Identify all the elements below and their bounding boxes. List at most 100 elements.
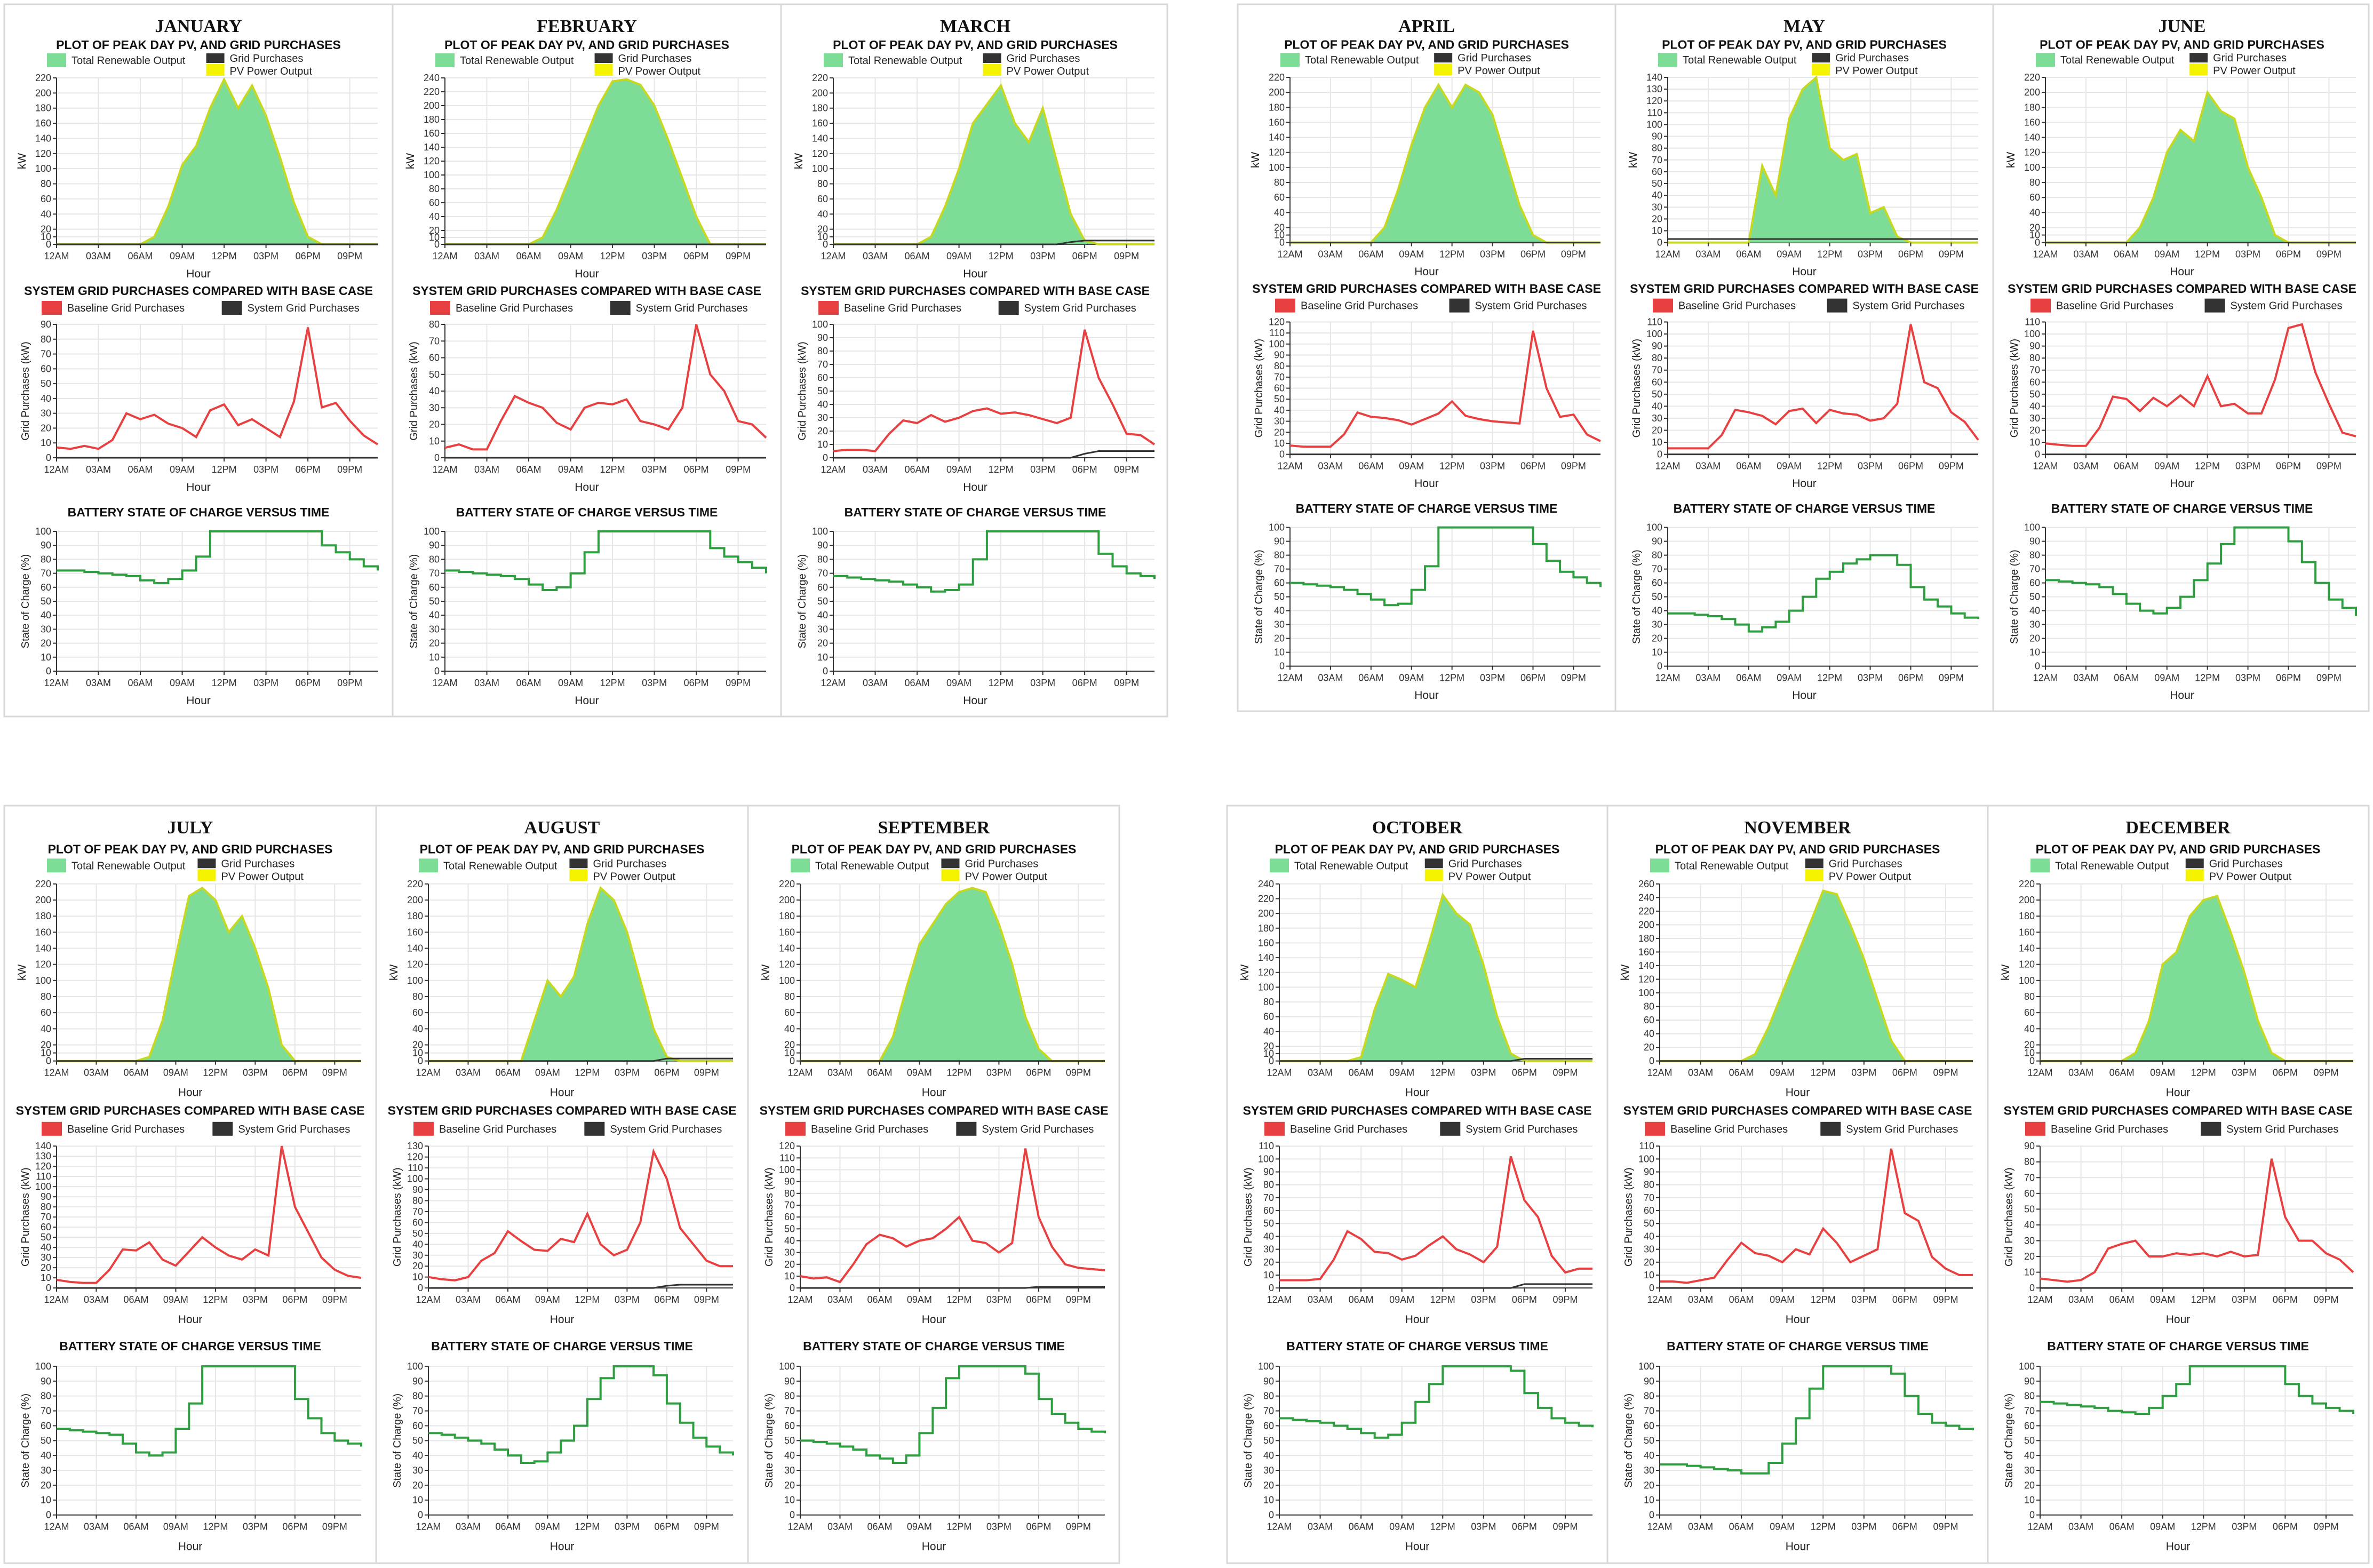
soc-xtick-label: 06AM [1729,1522,1754,1532]
soc-ytick-label: 80 [784,1391,795,1402]
grid-ytick-label: 20 [1644,1257,1654,1268]
baseline-grid-line [444,324,767,451]
pv-ytick-label: 100 [1258,982,1274,992]
grid-ytick-label: 130 [407,1141,423,1151]
soc-ytick-label: 50 [41,1435,51,1446]
soc-ytick-label: 50 [1652,592,1662,602]
legend-baseline: Baseline Grid Purchases [456,303,573,314]
pv-chart-title: PLOT OF PEAK DAY PV, AND GRID PURCHASES [1275,842,1560,856]
soc-axes: 0 10 20 30 40 50 60 70 80 90 100 [1269,522,1600,672]
legend-system: System Grid Purchases [2230,300,2342,312]
soc-xtick-label: 06AM [516,678,542,688]
soc-ytick-label: 80 [41,1391,51,1402]
pv-xtick-label: 06PM [1512,1068,1537,1078]
legend-pv: PV Power Output [1829,871,1912,882]
soc-xtick-label: 09PM [2313,1522,2338,1532]
month-title: APRIL [1398,17,1455,36]
soc-xtick-label: 03AM [863,678,888,688]
grid-xtick-label: 06AM [128,464,153,475]
legend-renewable: Total Renewable Output [71,860,186,872]
grid-ytick-label: 90 [412,1184,423,1195]
soc-xtick-label: 12AM [44,1522,69,1532]
grid-ytick-label: 40 [41,1242,51,1253]
pv-xtick-label: 03AM [84,1068,109,1078]
pv-area-fill [445,79,766,244]
soc-xtick-label: 03PM [1480,673,1505,683]
pv-xtick-label: 03PM [642,251,667,261]
grid-ytick-label: 90 [1652,341,1662,352]
soc-ytick-label: 20 [1274,633,1285,644]
pv-xtick-label: 06PM [2276,249,2301,260]
legend-pv: PV Power Output [618,66,701,77]
soc-ytick-label: 50 [2029,592,2040,602]
grid-legend: Baseline Grid Purchases System Grid Purch… [2030,298,2343,313]
pv-ytick-label: 180 [2024,102,2040,113]
soc-xtick-label: 09AM [1777,673,1802,683]
soc-line [2040,1365,2354,1415]
pv-ytick-label: 140 [2019,943,2035,953]
soc-ytick-label: 20 [2024,1480,2035,1491]
pv-ytick-label: 160 [35,927,51,937]
soc-ytick-label: 50 [1644,1435,1654,1446]
legend-swatch-pv [594,64,613,76]
legend-swatch-system [2201,1121,2221,1136]
grid-xtick-label: 06AM [123,1294,148,1305]
grid-ytick-label: 30 [41,408,51,419]
soc-ytick-label: 30 [1644,1465,1654,1476]
soc-chart-title: BATTERY STATE OF CHARGE VERSUS TIME [456,505,718,519]
pv-ytick-label: 220 [779,879,795,889]
grid-chart-title: SYSTEM GRID PURCHASES COMPARED WITH BASE… [2008,282,2356,296]
soc-xtick-label: 06PM [1520,673,1546,683]
grid-chart-title: SYSTEM GRID PURCHASES COMPARED WITH BASE… [1252,282,1601,296]
grid-chart-title: SYSTEM GRID PURCHASES COMPARED WITH BASE… [24,284,373,298]
soc-axes: 0 10 20 30 40 50 60 70 80 90 100 [1638,1361,1973,1521]
baseline-grid-line [800,1148,1105,1284]
soc-xtick-label: 12AM [1267,1522,1292,1532]
grid-xtick-label: 09PM [1066,1294,1091,1305]
grid-ytick-label: 110 [36,1171,51,1182]
grid-ytick-label: 0 [46,452,51,463]
grid-xtick-label: 09PM [694,1294,719,1305]
pv-xtick-label: 09PM [1066,1068,1091,1078]
soc-axes: 0 10 20 30 40 50 60 70 80 90 100 [1258,1361,1592,1521]
pv-xtick-label: 09AM [558,251,583,261]
soc-ytick-label: 0 [1269,1510,1274,1521]
legend-swatch-baseline [785,1121,806,1136]
legend-swatch-renewable [824,53,843,67]
pv-y-label: kW [1239,964,1251,981]
grid-ytick-label: 70 [2024,1172,2035,1183]
pv-ytick-label: 120 [1269,147,1285,158]
grid-ytick-label: 20 [429,419,440,430]
pv-ytick-label: 180 [779,911,795,921]
grid-xtick-label: 03AM [863,464,888,475]
pv-ytick-label: 220 [424,86,440,97]
pv-ytick-label: 20 [1644,1042,1654,1053]
soc-ytick-label: 70 [41,1406,51,1416]
pv-xtick-label: 12PM [575,1068,600,1078]
soc-ytick-label: 90 [429,540,440,551]
grid-ytick-label: 110 [779,1152,795,1163]
soc-ytick-label: 80 [1644,1391,1654,1402]
pv-ytick-label: 40 [817,209,828,219]
soc-ytick-label: 50 [41,596,51,607]
legend-baseline: Baseline Grid Purchases [1670,1124,1788,1135]
soc-ytick-label: 70 [1644,1406,1654,1416]
grid-xticks: 12AM 03AM 06AM 09AM 12PM 03PM 06PM 09PM [44,458,362,475]
pv-ytick-label: 120 [1646,95,1662,106]
soc-ytick-label: 0 [2029,1510,2035,1521]
month-panel-march: MARCH PLOT OF PEAK DAY PV, AND GRID PURCH… [793,17,1156,707]
grid-xtick-label: 09PM [1939,461,1964,472]
pv-ytick-label: 20 [429,225,440,236]
grid-xtick-label: 12PM [1811,1294,1836,1305]
grid-legend: Baseline Grid Purchases System Grid Purch… [42,1121,350,1136]
soc-y-label: State of Charge (%) [20,1394,31,1488]
legend-swatch-renewable [47,858,66,873]
soc-ytick-label: 70 [2024,1406,2035,1416]
pv-xtick-label: 09PM [1114,251,1139,261]
legend-pv: PV Power Output [1448,871,1531,882]
pv-ytick-label: 240 [1638,892,1654,903]
soc-xtick-label: 09PM [337,678,362,688]
